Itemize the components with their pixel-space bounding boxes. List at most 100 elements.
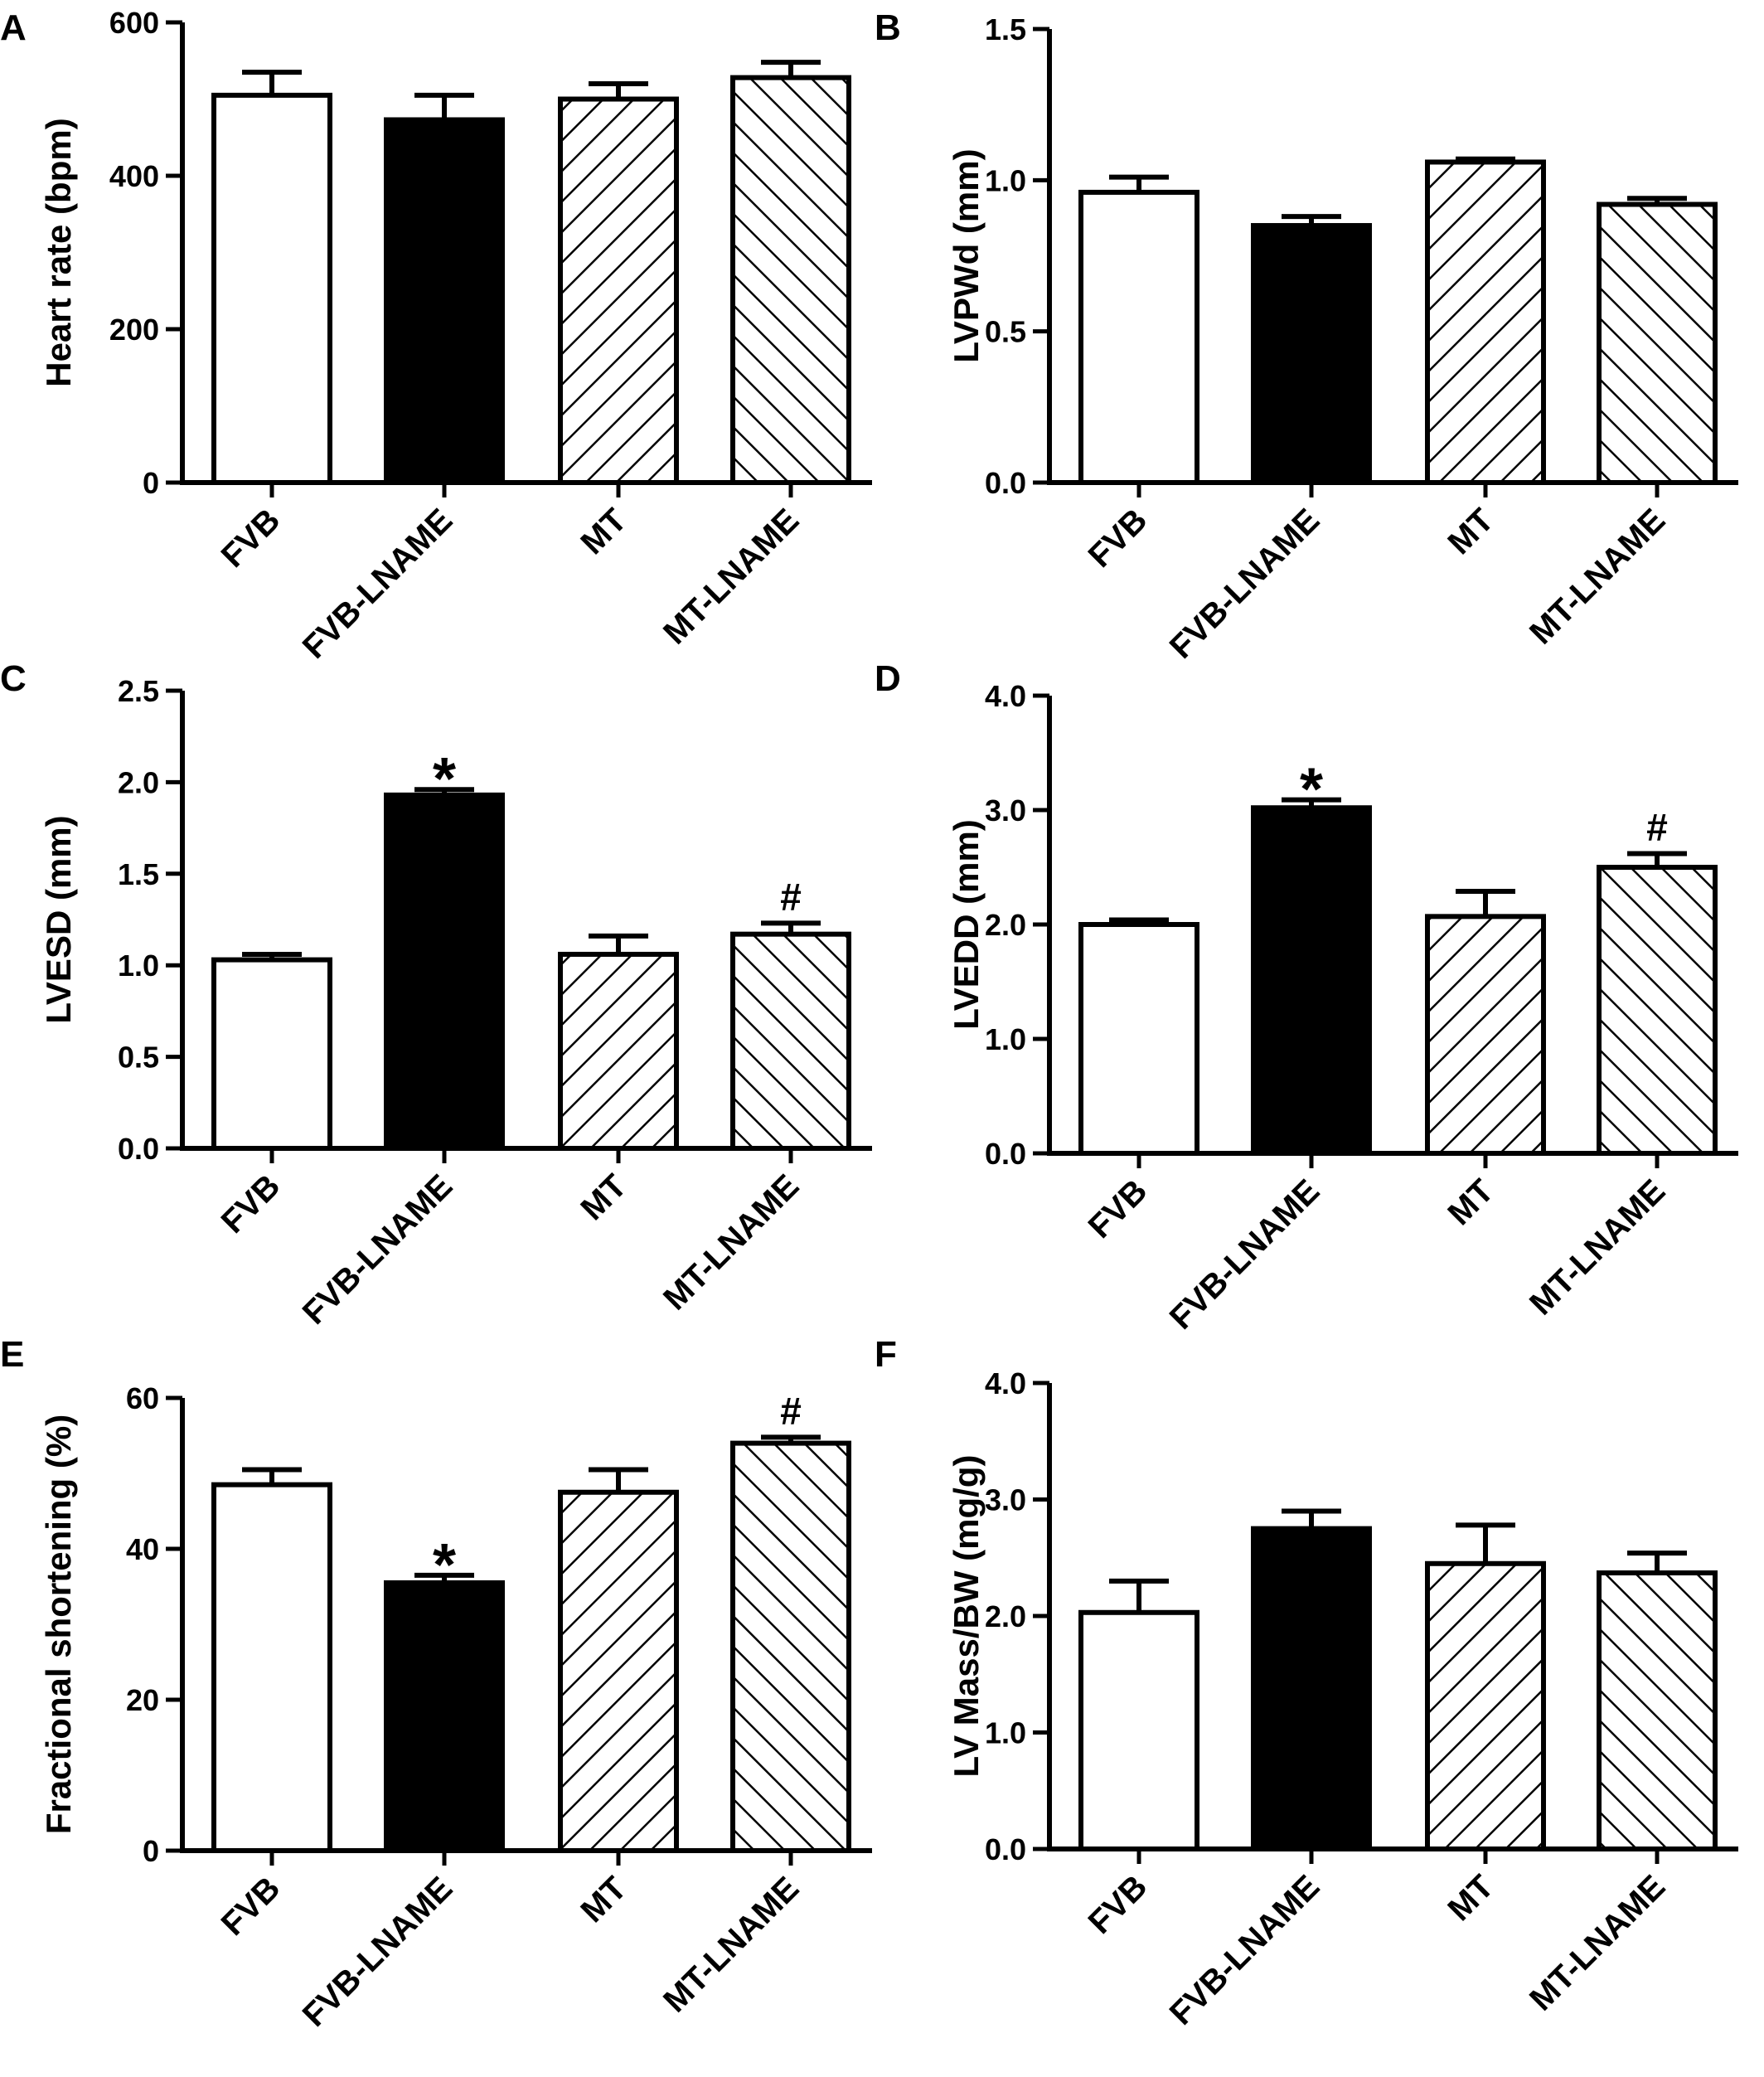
bar-fvb-lname — [384, 792, 505, 1152]
significance-hash: # — [1646, 805, 1668, 848]
x-tick-label: FVB-LNAME — [1163, 1868, 1327, 2032]
x-tick-label: FVB — [1082, 502, 1155, 575]
bar-mt — [1425, 1560, 1546, 1852]
panel-letter: D — [875, 658, 901, 699]
y-axis-label: Heart rate (bpm) — [39, 118, 78, 386]
x-tick-label: MT — [1441, 1868, 1500, 1928]
panel-e: E 0 20 40 60 Fractional shortening (%) FVB FVB-… — [0, 1334, 872, 2034]
x-tick-label: MT-LNAME — [657, 1167, 806, 1317]
y-tick-label: 0.0 — [118, 1132, 159, 1166]
y-tick-label: 2.0 — [985, 1599, 1026, 1633]
panel-letter: B — [875, 7, 901, 48]
x-tick-label: FVB — [215, 1167, 288, 1240]
bar-fvb — [1078, 189, 1199, 485]
y-tick-label: 60 — [126, 1381, 159, 1415]
bar-mt-lname — [730, 1440, 851, 1853]
panel-letter: F — [875, 1334, 897, 1375]
x-tick-label: MT — [574, 1870, 633, 1929]
x-tick-label: MT — [574, 502, 633, 561]
y-tick-label: 40 — [126, 1532, 159, 1566]
bar-mt — [558, 96, 679, 485]
y-tick-label: 600 — [109, 6, 159, 40]
x-tick-label: FVB — [1082, 1172, 1155, 1245]
x-tick-label: MT — [1441, 1172, 1500, 1232]
bar-mt-lname — [1597, 1570, 1718, 1851]
panel-f: F 0.0 1.0 2.0 3.0 4.0 LV Mass/BW (mg/g) FVB FVB-… — [875, 1334, 1738, 2032]
y-tick-label: 20 — [126, 1683, 159, 1717]
x-tick-label: FVB — [215, 502, 288, 575]
panel-b: B 0.0 0.5 1.0 1.5 LVPWd (mm) FVB FVB-LNAME MT MT-… — [875, 7, 1738, 666]
x-tick-label: FVB-LNAME — [296, 1167, 460, 1332]
y-axis-label: Fractional shortening (%) — [39, 1415, 78, 1834]
x-tick-label: FVB-LNAME — [1163, 1172, 1327, 1337]
panel-d: D 0.0 1.0 2.0 3.0 4.0 LVEDD (mm) FVB FVB-LNAME * M… — [875, 658, 1738, 1337]
y-tick-label: 0.0 — [985, 1137, 1026, 1171]
significance-asterisk: * — [433, 1532, 456, 1599]
bar-mt — [558, 951, 679, 1152]
bar-mt-lname — [730, 931, 851, 1151]
x-tick-label: MT — [574, 1167, 633, 1227]
y-tick-label: 4.0 — [985, 679, 1026, 713]
y-axis-label: LV Mass/BW (mg/g) — [947, 1455, 986, 1778]
y-tick-label: 0.0 — [985, 466, 1026, 500]
y-tick-label: 200 — [109, 313, 159, 347]
bar-fvb-lname — [384, 1580, 505, 1853]
y-tick-label: 1.5 — [985, 12, 1026, 46]
y-tick-label: 1.5 — [118, 857, 159, 891]
y-tick-label: 1.0 — [985, 163, 1026, 197]
y-tick-label: 1.0 — [985, 1022, 1026, 1056]
x-tick-label: MT-LNAME — [1523, 1868, 1672, 2017]
x-tick-label: MT-LNAME — [657, 502, 806, 651]
bar-fvb-lname — [1251, 223, 1372, 485]
y-tick-label: 2.0 — [985, 908, 1026, 942]
significance-hash: # — [780, 875, 802, 918]
panel-letter: C — [0, 658, 27, 699]
y-tick-label: 3.0 — [985, 1483, 1026, 1517]
bar-fvb — [1078, 1609, 1199, 1852]
panel-a: A 0 200 400 600 Heart rate (bpm) FVB FVB-LNAME M… — [0, 6, 872, 666]
y-tick-label: 400 — [109, 159, 159, 193]
x-tick-label: FVB — [215, 1870, 288, 1943]
panel-c: C 0.0 0.5 1.0 1.5 2.0 2.5 LVESD (mm) FVB FVB-LNAM… — [0, 658, 872, 1332]
y-tick-label: 0 — [143, 466, 159, 500]
y-tick-label: 0 — [143, 1834, 159, 1868]
y-tick-label: 0.5 — [985, 315, 1026, 349]
panel-letter: A — [0, 7, 27, 48]
y-tick-label: 1.0 — [118, 949, 159, 983]
bar-fvb — [211, 1482, 332, 1854]
panel-letter: E — [0, 1334, 24, 1375]
bar-mt-lname — [1597, 865, 1718, 1156]
bar-mt-lname — [1597, 201, 1718, 486]
y-tick-label: 1.0 — [985, 1716, 1026, 1750]
bar-mt-lname — [730, 75, 851, 485]
x-tick-label: MT-LNAME — [1523, 1172, 1672, 1322]
y-axis-label: LVEDD (mm) — [947, 819, 986, 1030]
y-tick-label: 0.0 — [985, 1832, 1026, 1866]
bar-fvb-lname — [384, 117, 505, 485]
bar-fvb-lname — [1251, 1526, 1372, 1851]
y-tick-label: 3.0 — [985, 793, 1026, 827]
significance-hash: # — [780, 1389, 802, 1432]
y-tick-label: 4.0 — [985, 1366, 1026, 1400]
x-tick-label: FVB-LNAME — [296, 502, 460, 666]
x-tick-label: MT-LNAME — [1523, 502, 1672, 651]
bar-mt — [1425, 914, 1546, 1156]
y-tick-label: 2.5 — [118, 674, 159, 708]
x-tick-label: FVB-LNAME — [296, 1870, 460, 2034]
y-tick-label: 0.5 — [118, 1041, 159, 1075]
y-axis-label: LVPWd (mm) — [947, 148, 986, 362]
y-axis-label: LVESD (mm) — [39, 815, 78, 1023]
bar-fvb — [211, 957, 332, 1152]
x-tick-label: MT — [1441, 502, 1500, 561]
x-tick-label: FVB — [1082, 1868, 1155, 1941]
bar-fvb — [1078, 922, 1199, 1156]
y-tick-label: 2.0 — [118, 765, 159, 799]
significance-asterisk: * — [1300, 757, 1323, 823]
bar-fvb-lname — [1251, 805, 1372, 1156]
bar-fvb — [211, 92, 332, 485]
significance-asterisk: * — [433, 746, 456, 813]
x-tick-label: MT-LNAME — [657, 1870, 806, 2019]
bar-mt — [558, 1489, 679, 1853]
x-tick-label: FVB-LNAME — [1163, 502, 1327, 666]
